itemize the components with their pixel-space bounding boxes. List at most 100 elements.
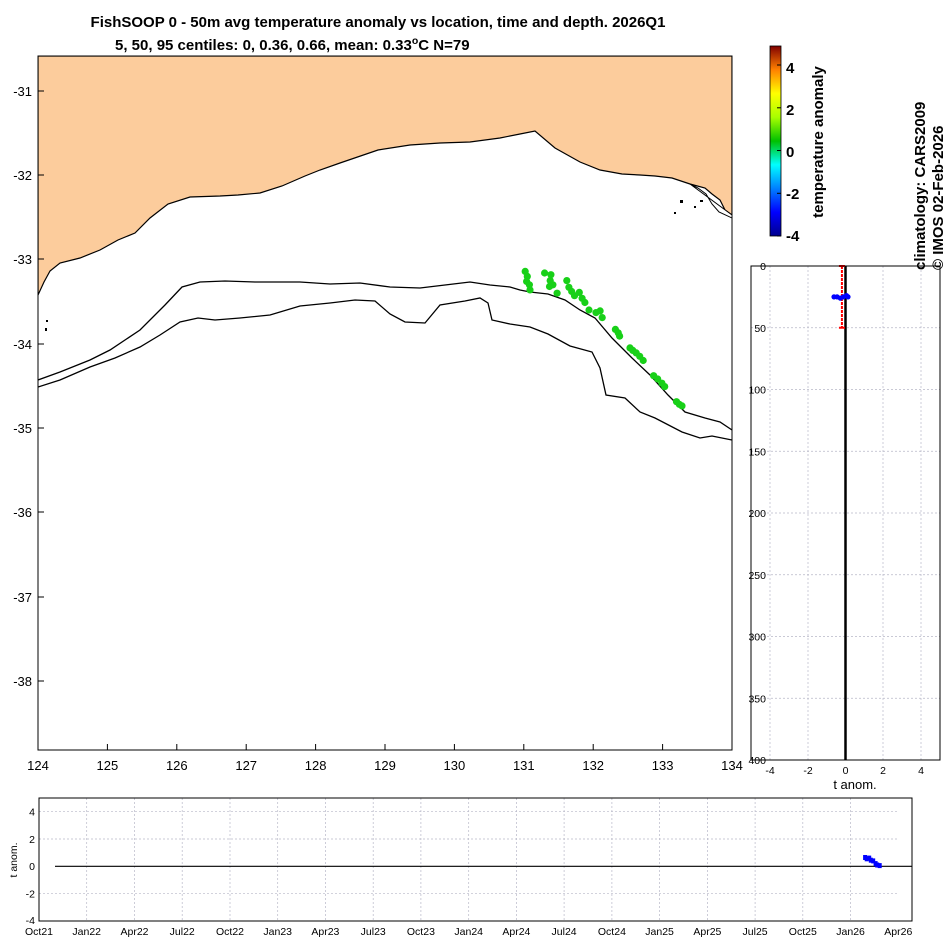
ts-x-tick: Jul22: [170, 926, 195, 938]
ts-x-tick: Oct25: [789, 926, 817, 938]
map-data-point: [661, 383, 669, 391]
time-series-panel: 4 2 0 -2 -4 t anom. Oct21 Jan22 Apr22 Ju…: [8, 797, 913, 938]
colorbar: 4 2 0 -2 -4 temperature anomaly: [769, 45, 827, 245]
ts-x-tick: Jan24: [454, 926, 483, 938]
map-data-point: [553, 289, 561, 297]
time-series-frame: [38, 797, 913, 922]
map-y-tick: -33: [13, 252, 32, 267]
chart-subtitle: 5, 50, 95 centiles: 0, 0.36, 0.66, mean:…: [115, 35, 470, 54]
colorbar-tick: 2: [786, 102, 794, 119]
map-data-point: [585, 306, 593, 314]
profile-x-tick: -2: [803, 765, 812, 777]
map-data-point: [526, 286, 534, 294]
map-y-tick: -31: [13, 84, 32, 99]
map-x-tick: 130: [444, 758, 466, 773]
ts-x-tick: Jan25: [645, 926, 674, 938]
ts-x-tick: Oct23: [407, 926, 435, 938]
map-x-tick: 133: [652, 758, 674, 773]
colorbar-tick: -4: [786, 228, 800, 245]
ts-x-tick: Apr24: [502, 926, 530, 938]
map-x-tick: 124: [27, 758, 49, 773]
profile-y-tick: 200: [748, 508, 766, 520]
map-data-point: [541, 269, 549, 277]
ts-y-label: t anom.: [8, 842, 20, 877]
coast-fragments: [45, 200, 703, 331]
chart-title: FishSOOP 0 - 50m avg temperature anomaly…: [91, 14, 666, 31]
map-data-point: [575, 288, 583, 296]
ts-x-tick: Jul25: [743, 926, 768, 938]
map-y-tick: -32: [13, 168, 32, 183]
colorbar-tick: 4: [786, 60, 795, 77]
shelf-isobath-upper: [38, 280, 732, 431]
colorbar-tick: 0: [786, 144, 794, 161]
ts-x-tick: Apr25: [693, 926, 721, 938]
shelf-isobath-lower: [38, 297, 732, 441]
map-data-point: [581, 298, 589, 307]
map-panel: 124 125 126 127 128 129 130 131 132 133 …: [13, 55, 743, 773]
ts-y-tick: 4: [29, 807, 35, 819]
map-data-point: [616, 332, 624, 340]
map-data-point: [639, 356, 647, 365]
map-points: [521, 267, 686, 410]
time-series-points: [863, 855, 882, 869]
ts-y-tick: 2: [29, 834, 35, 846]
profile-x-tick: 2: [880, 765, 886, 777]
profile-x-tick: 0: [843, 765, 849, 777]
time-series-data-point: [864, 856, 869, 862]
ts-x-tick: Apr26: [884, 926, 912, 938]
ts-x-tick: Jan26: [836, 926, 865, 938]
map-x-tick: 126: [166, 758, 188, 773]
profile-y-tick: 150: [748, 446, 766, 458]
ts-x-tick: Oct21: [25, 926, 53, 938]
map-data-point: [563, 277, 571, 285]
ts-x-tick: Oct22: [216, 926, 244, 938]
map-x-tick: 131: [513, 758, 535, 773]
map-x-tick: 129: [374, 758, 396, 773]
colorbar-tick: -2: [786, 186, 799, 203]
profile-x-tick: 4: [918, 765, 924, 777]
map-y-tick: -36: [13, 505, 32, 520]
land-area: [38, 56, 732, 296]
ts-x-tick: Jul24: [552, 926, 577, 938]
map-x-tick: 134: [721, 758, 743, 773]
map-y-tick: -34: [13, 337, 32, 352]
time-series-data-point: [868, 857, 873, 863]
map-y-tick: -38: [13, 674, 32, 689]
climatology-credit: climatology: CARS2009: [912, 102, 929, 270]
map-x-axis: 124 125 126 127 128 129 130 131 132 133 …: [27, 744, 743, 773]
time-series-data-point: [875, 862, 880, 868]
ts-x-tick: Apr22: [120, 926, 148, 938]
map-x-tick: 128: [305, 758, 327, 773]
colorbar-label: temperature anomaly: [810, 65, 827, 217]
profile-y-tick: 100: [748, 385, 766, 397]
map-data-point: [545, 282, 554, 291]
time-series-data-point: [871, 858, 876, 864]
profile-x-label: t anom.: [833, 777, 876, 792]
profile-y-tick: 350: [748, 693, 766, 705]
profile-x-tick: -4: [765, 765, 774, 777]
profile-y-tick: 300: [748, 632, 766, 644]
island: [689, 183, 732, 219]
ts-x-tick: Oct24: [598, 926, 626, 938]
map-x-tick: 127: [235, 758, 257, 773]
ts-x-tick: Jan22: [72, 926, 101, 938]
ts-y-tick: -4: [26, 915, 35, 927]
map-y-axis: -31 -32 -33 -34 -35 -36 -37 -38: [13, 84, 44, 689]
map-data-point: [547, 271, 555, 279]
depth-profile-panel: -4 -2 0 2 4 t anom. 0 50 100 150 200 250…: [748, 261, 941, 792]
map-data-point: [598, 314, 606, 322]
colorbar-gradient: [769, 45, 782, 237]
map-x-tick: 125: [97, 758, 119, 773]
profile-data-point: [845, 294, 851, 300]
profile-frame: [750, 265, 941, 761]
map-x-tick: 132: [582, 758, 604, 773]
map-data-point: [678, 402, 686, 410]
profile-y-tick: 250: [748, 570, 766, 582]
copyright-credit: © IMOS 02-Feb-2026: [930, 126, 947, 270]
ts-y-tick: -2: [26, 889, 35, 901]
profile-y-tick: 50: [754, 323, 766, 335]
ts-y-tick: 0: [29, 861, 35, 873]
profile-y-tick: 400: [748, 755, 766, 767]
ts-x-tick: Jul23: [361, 926, 386, 938]
ts-x-tick: Apr23: [311, 926, 339, 938]
